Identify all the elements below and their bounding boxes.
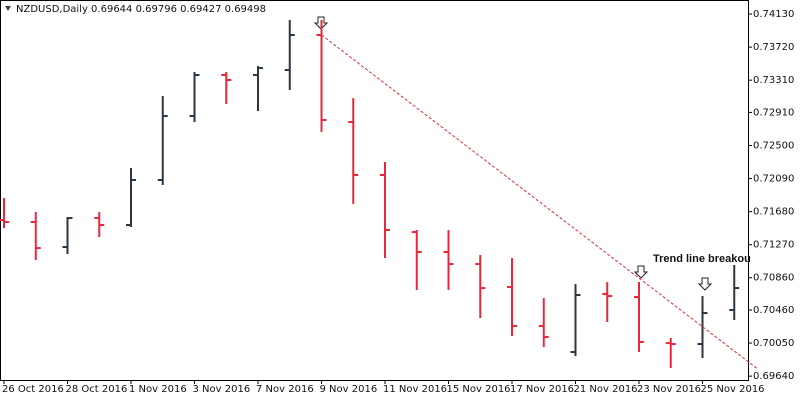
symbol-icon (5, 6, 11, 11)
y-tick-label: 0.71270 (753, 240, 794, 251)
y-tick-label: 0.70460 (753, 305, 794, 316)
y-tick-label: 0.74130 (753, 9, 794, 20)
arrow (697, 277, 713, 291)
x-tick-label: 26 Oct 2016 (2, 384, 64, 395)
y-tick-label: 0.72500 (753, 140, 794, 151)
x-tick-label: 23 Nov 2016 (637, 384, 701, 395)
x-tick-label: 21 Nov 2016 (574, 384, 638, 395)
x-tick-label: 1 Nov 2016 (129, 384, 187, 395)
x-tick-label: 7 Nov 2016 (256, 384, 314, 395)
x-tick-label: 17 Nov 2016 (510, 384, 574, 395)
trend-line (321, 34, 757, 369)
x-tick-label: 3 Nov 2016 (193, 384, 251, 395)
y-tick-label: 0.72910 (753, 107, 794, 118)
x-tick-label: 28 Oct 2016 (66, 384, 128, 395)
annotation: Trend line breakou (653, 253, 751, 265)
y-tick-label: 0.73720 (753, 42, 794, 53)
plot-frame (0, 0, 749, 381)
x-tick-label: 25 Nov 2016 (701, 384, 765, 395)
x-tick-label: 11 Nov 2016 (383, 384, 447, 395)
y-tick-label: 0.70860 (753, 273, 794, 284)
x-tick-label: 9 Nov 2016 (320, 384, 378, 395)
y-tick-label: 0.72090 (753, 174, 794, 185)
chart-header: NZDUSD,Daily 0.69644 0.69796 0.69427 0.6… (16, 4, 266, 15)
x-tick-label: 15 Nov 2016 (447, 384, 511, 395)
y-tick-label: 0.70050 (753, 338, 794, 349)
y-tick-label: 0.73310 (753, 75, 794, 86)
arrow (633, 265, 649, 279)
y-tick-label: 0.71680 (753, 207, 794, 218)
y-tick-label: 0.69640 (753, 371, 794, 382)
